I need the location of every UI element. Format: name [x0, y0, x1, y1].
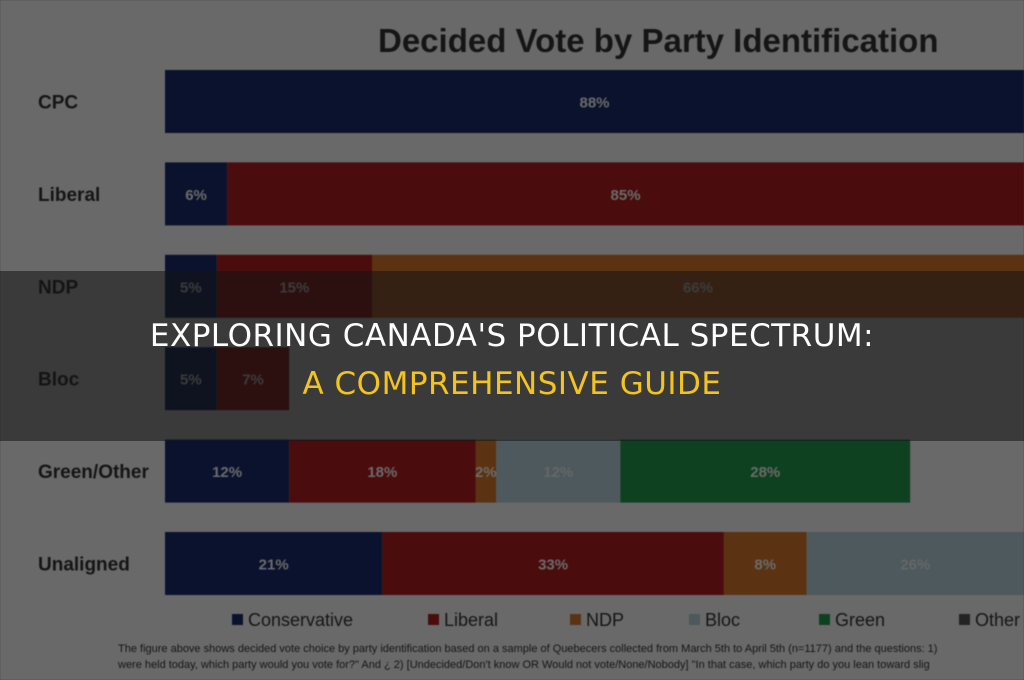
- title-banner: EXPLORING CANADA'S POLITICAL SPECTRUM: A…: [0, 271, 1024, 441]
- footnote-line: The figure above shows decided vote choi…: [118, 643, 937, 655]
- legend-swatch: [689, 614, 700, 625]
- category-label: Liberal: [38, 185, 100, 206]
- data-label: 2%: [475, 464, 497, 481]
- bar-segment: [382, 532, 724, 595]
- legend-swatch: [428, 614, 439, 625]
- category-label: CPC: [38, 93, 78, 114]
- bar-segment: [496, 439, 621, 503]
- legend-swatch: [570, 614, 581, 625]
- bar-segment: [620, 439, 911, 503]
- legend-label: Conservative: [248, 610, 353, 630]
- data-label: 33%: [538, 557, 568, 574]
- footnote-line: were held today, which party would you v…: [117, 659, 930, 671]
- legend-label: Green: [835, 610, 885, 630]
- data-label: 18%: [367, 464, 397, 481]
- legend-label: Bloc: [705, 610, 740, 630]
- bar-segment: [289, 439, 476, 503]
- bar-segment: [165, 70, 1024, 133]
- data-label: 26%: [900, 557, 930, 574]
- data-label: 8%: [754, 557, 776, 574]
- data-label: 21%: [259, 557, 289, 574]
- data-label: 88%: [579, 95, 609, 112]
- legend-label: Other: [975, 610, 1020, 630]
- legend-swatch: [959, 614, 970, 625]
- footnote: The figure above shows decided vote choi…: [117, 643, 937, 671]
- legend-label: NDP: [586, 610, 624, 630]
- legend-swatch: [232, 614, 243, 625]
- data-label: 12%: [212, 464, 242, 481]
- bar-segment: [723, 532, 807, 595]
- chart-title: Decided Vote by Party Identification: [378, 22, 939, 59]
- data-label: 12%: [543, 464, 573, 481]
- bar-segment: [227, 162, 1024, 226]
- data-label: 28%: [750, 464, 780, 481]
- category-label: Green/Other: [38, 462, 149, 483]
- data-label: 85%: [611, 187, 641, 204]
- bar-segment: [165, 162, 228, 226]
- bar-segment: [475, 439, 497, 503]
- legend: Conservative Liberal NDP Bloc Green Other: [232, 610, 1020, 630]
- data-label: 6%: [185, 187, 207, 204]
- category-label: Unaligned: [38, 555, 130, 576]
- legend-swatch: [819, 614, 830, 625]
- bar-segment: [165, 532, 383, 595]
- bar-segment: [806, 532, 1024, 595]
- banner-title-line-1: EXPLORING CANADA'S POLITICAL SPECTRUM:: [149, 318, 875, 354]
- banner-title-line-2: A COMPREHENSIVE GUIDE: [302, 366, 722, 402]
- legend-label: Liberal: [444, 610, 498, 630]
- bar-segment: [165, 439, 290, 503]
